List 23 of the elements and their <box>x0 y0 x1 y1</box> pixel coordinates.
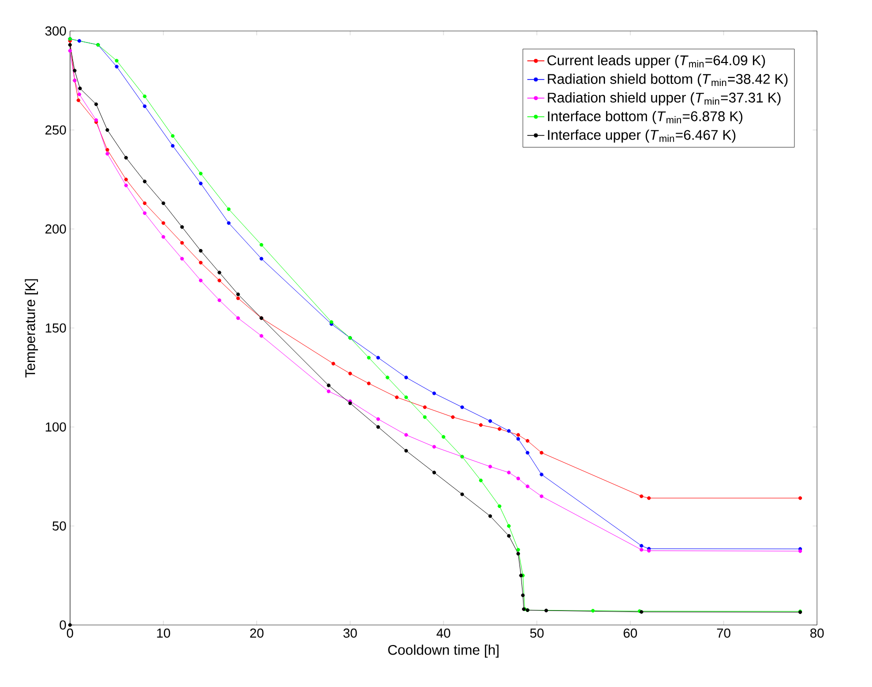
x-tick-label: 50 <box>530 628 544 638</box>
legend-label: Interface upper (T$_{min}$=6.467 K) <box>548 130 736 143</box>
legend-label: Interface bottom (T$_{min}$=6.878 K) <box>548 110 742 124</box>
x-tick-label: 0 <box>66 628 74 638</box>
x-tick-label: 10 <box>157 628 170 638</box>
x-tick-label: 20 <box>250 628 264 638</box>
x-tick-label: 80 <box>810 628 824 638</box>
x-tick-label: 60 <box>624 628 637 638</box>
x-tick-label: 70 <box>717 628 730 638</box>
x-tick-label: 30 <box>343 628 357 638</box>
y-tick-label: 150 <box>46 323 66 333</box>
y-axis-title: Temperature [K] <box>24 279 38 378</box>
x-axis-title: Cooldown time [h] <box>388 644 498 658</box>
y-tick-label: 200 <box>45 224 66 234</box>
y-tick-label: 50 <box>52 521 66 531</box>
y-tick-label: 300 <box>45 26 66 36</box>
x-tick-label: 40 <box>436 628 450 638</box>
y-tick-label: 250 <box>45 125 66 135</box>
legend-label: Radiation shield bottom (T$_{min}$=38.42 K) <box>548 74 788 87</box>
legend-label: Radiation shield upper (T$_{min}$=37.31 K) <box>548 92 781 106</box>
y-tick-label: 0 <box>60 620 66 630</box>
legend-label: Current leads upper (T$_{min}$=64.09 K) <box>547 55 765 68</box>
y-tick-label: 100 <box>46 422 66 432</box>
